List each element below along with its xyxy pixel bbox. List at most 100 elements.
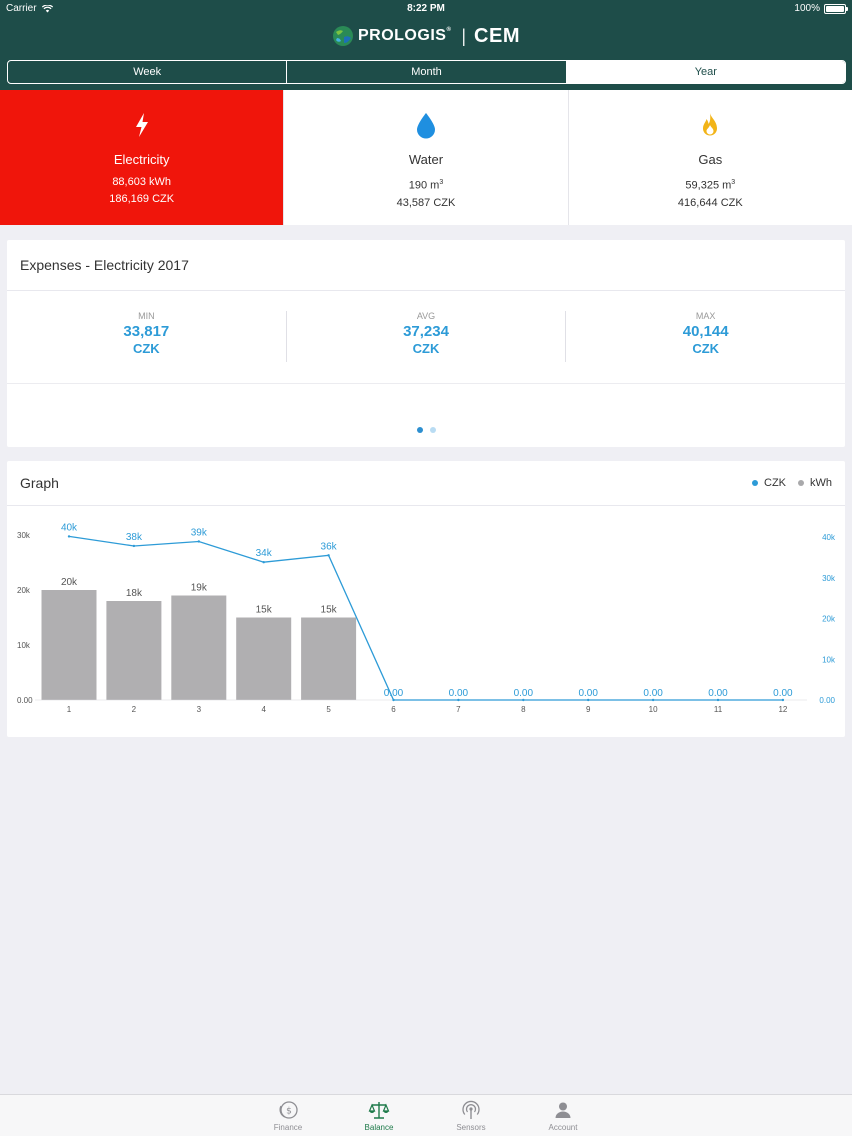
bar-value-label: 20k bbox=[61, 577, 78, 588]
status-time: 8:22 PM bbox=[407, 3, 445, 14]
product-name: CEM bbox=[474, 24, 520, 47]
legend-dot bbox=[798, 480, 804, 486]
y-right-tick-label: 40k bbox=[822, 533, 836, 542]
y-right-tick-label: 20k bbox=[822, 615, 836, 624]
stat-unit: CZK bbox=[132, 341, 160, 356]
line-point-czk bbox=[132, 544, 136, 548]
line-point-czk bbox=[522, 698, 525, 702]
carrier-label: Carrier bbox=[6, 3, 37, 14]
tab-account[interactable]: Account bbox=[533, 1099, 593, 1132]
x-tick-label: 8 bbox=[521, 705, 526, 714]
stat-unit: CZK bbox=[412, 341, 440, 356]
battery-indicator: 100% bbox=[794, 3, 848, 14]
svg-text:$: $ bbox=[286, 1107, 292, 1117]
tab-label: Finance bbox=[273, 1123, 303, 1132]
x-tick-label: 5 bbox=[326, 705, 331, 714]
tab-year[interactable]: Year bbox=[566, 61, 845, 83]
y-right-tick-label: 0.00 bbox=[819, 696, 835, 705]
y-right-tick-label: 10k bbox=[822, 655, 836, 664]
carrier-indicator: Carrier bbox=[6, 3, 53, 14]
x-tick-label: 10 bbox=[649, 705, 658, 714]
line-point-czk bbox=[716, 698, 720, 702]
utility-cost: 416,644 CZK bbox=[677, 196, 743, 209]
tab-label: Sensors bbox=[456, 1123, 486, 1132]
stat-value: 40,144 bbox=[682, 323, 729, 340]
brand-name: PROLOGIS® bbox=[357, 27, 452, 44]
utility-consumption: 88,603 kWh bbox=[112, 176, 172, 188]
tab-label: Account bbox=[548, 1123, 578, 1132]
bar-kwh bbox=[236, 617, 292, 700]
stat-value: 33,817 bbox=[123, 323, 170, 340]
x-tick-label: 4 bbox=[261, 705, 266, 714]
line-value-label: 36k bbox=[321, 541, 338, 552]
expenses-stats: MIN 33,817 CZK AVG 37,234 CZK MAX 40,144… bbox=[7, 291, 845, 384]
line-point-czk bbox=[651, 698, 655, 702]
finance-coin-icon: $ bbox=[279, 1101, 298, 1119]
x-tick-label: 1 bbox=[67, 705, 72, 714]
bottom-tab-bar: $ Finance Balance Sensors Account bbox=[0, 1094, 852, 1136]
stat-label: AVG bbox=[416, 311, 436, 321]
utility-electricity[interactable]: Electricity 88,603 kWh 186,169 CZK bbox=[0, 90, 285, 225]
utility-selector: Electricity 88,603 kWh 186,169 CZK Water… bbox=[0, 90, 852, 225]
stat-unit: CZK bbox=[692, 341, 720, 356]
page-indicator bbox=[7, 427, 845, 433]
logo-separator: | bbox=[461, 25, 467, 46]
water-drop-icon bbox=[416, 113, 435, 139]
bar-kwh bbox=[41, 590, 97, 700]
bar-value-label: 15k bbox=[256, 605, 273, 616]
expenses-title: Expenses - Electricity 2017 bbox=[7, 240, 845, 291]
expenses-card[interactable]: Expenses - Electricity 2017 MIN 33,817 C… bbox=[7, 240, 845, 447]
bar-kwh bbox=[171, 595, 227, 700]
line-point-czk bbox=[392, 698, 395, 702]
y-left-tick-label: 0.00 bbox=[17, 696, 33, 705]
tab-month[interactable]: Month bbox=[287, 61, 567, 83]
utility-consumption: 190 m3 bbox=[408, 179, 444, 192]
lightning-icon bbox=[135, 113, 148, 137]
bar-value-label: 18k bbox=[126, 588, 143, 599]
stat-value: 37,234 bbox=[403, 323, 449, 340]
utility-water[interactable]: Water 190 m3 43,587 CZK bbox=[284, 90, 569, 225]
wifi-icon bbox=[41, 4, 53, 12]
legend-dot bbox=[752, 480, 758, 486]
legend-item-kwh[interactable]: kWh bbox=[798, 477, 832, 489]
tab-finance[interactable]: $ Finance bbox=[258, 1099, 318, 1132]
legend-item-czk[interactable]: CZK bbox=[752, 477, 786, 489]
x-tick-label: 2 bbox=[132, 705, 137, 714]
battery-icon bbox=[824, 3, 848, 14]
app-header: Carrier 8:22 PM 100% PROLOGIS® | CEM Wee… bbox=[0, 0, 852, 90]
utility-gas[interactable]: Gas 59,325 m3 416,644 CZK bbox=[569, 90, 852, 225]
line-value-label: 38k bbox=[126, 532, 143, 543]
x-tick-label: 3 bbox=[197, 705, 202, 714]
account-person-icon bbox=[555, 1102, 571, 1118]
battery-percent: 100% bbox=[794, 3, 820, 14]
line-value-label: 0.00 bbox=[384, 688, 404, 699]
bar-kwh bbox=[106, 601, 162, 700]
utility-cost: 186,169 CZK bbox=[109, 193, 175, 205]
x-tick-label: 7 bbox=[456, 705, 461, 714]
line-point-czk bbox=[327, 554, 330, 557]
status-bar: Carrier 8:22 PM 100% bbox=[0, 0, 852, 18]
x-tick-label: 11 bbox=[714, 705, 723, 714]
y-left-tick-label: 30k bbox=[17, 531, 31, 540]
brand-logo: PROLOGIS® | CEM bbox=[0, 22, 852, 50]
legend-label: kWh bbox=[810, 477, 832, 489]
line-point-czk bbox=[587, 698, 590, 702]
x-tick-label: 9 bbox=[586, 705, 591, 714]
stat-label: MIN bbox=[138, 311, 155, 321]
tab-balance[interactable]: Balance bbox=[349, 1099, 409, 1132]
stat-max: MAX 40,144 CZK bbox=[566, 311, 845, 362]
line-value-label: 34k bbox=[256, 548, 273, 559]
utility-name: Water bbox=[408, 152, 444, 167]
tab-week[interactable]: Week bbox=[8, 61, 288, 83]
line-value-label: 0.00 bbox=[643, 688, 663, 699]
line-point-czk bbox=[781, 698, 785, 702]
balance-scale-icon bbox=[368, 1102, 390, 1119]
legend-label: CZK bbox=[764, 477, 786, 489]
graph-header: Graph CZK kWh bbox=[7, 461, 845, 506]
x-tick-label: 6 bbox=[391, 705, 396, 714]
page-dot-2[interactable] bbox=[429, 427, 436, 433]
bar-kwh bbox=[301, 617, 357, 700]
page-dot-1[interactable] bbox=[416, 427, 423, 433]
tab-sensors[interactable]: Sensors bbox=[441, 1099, 501, 1132]
